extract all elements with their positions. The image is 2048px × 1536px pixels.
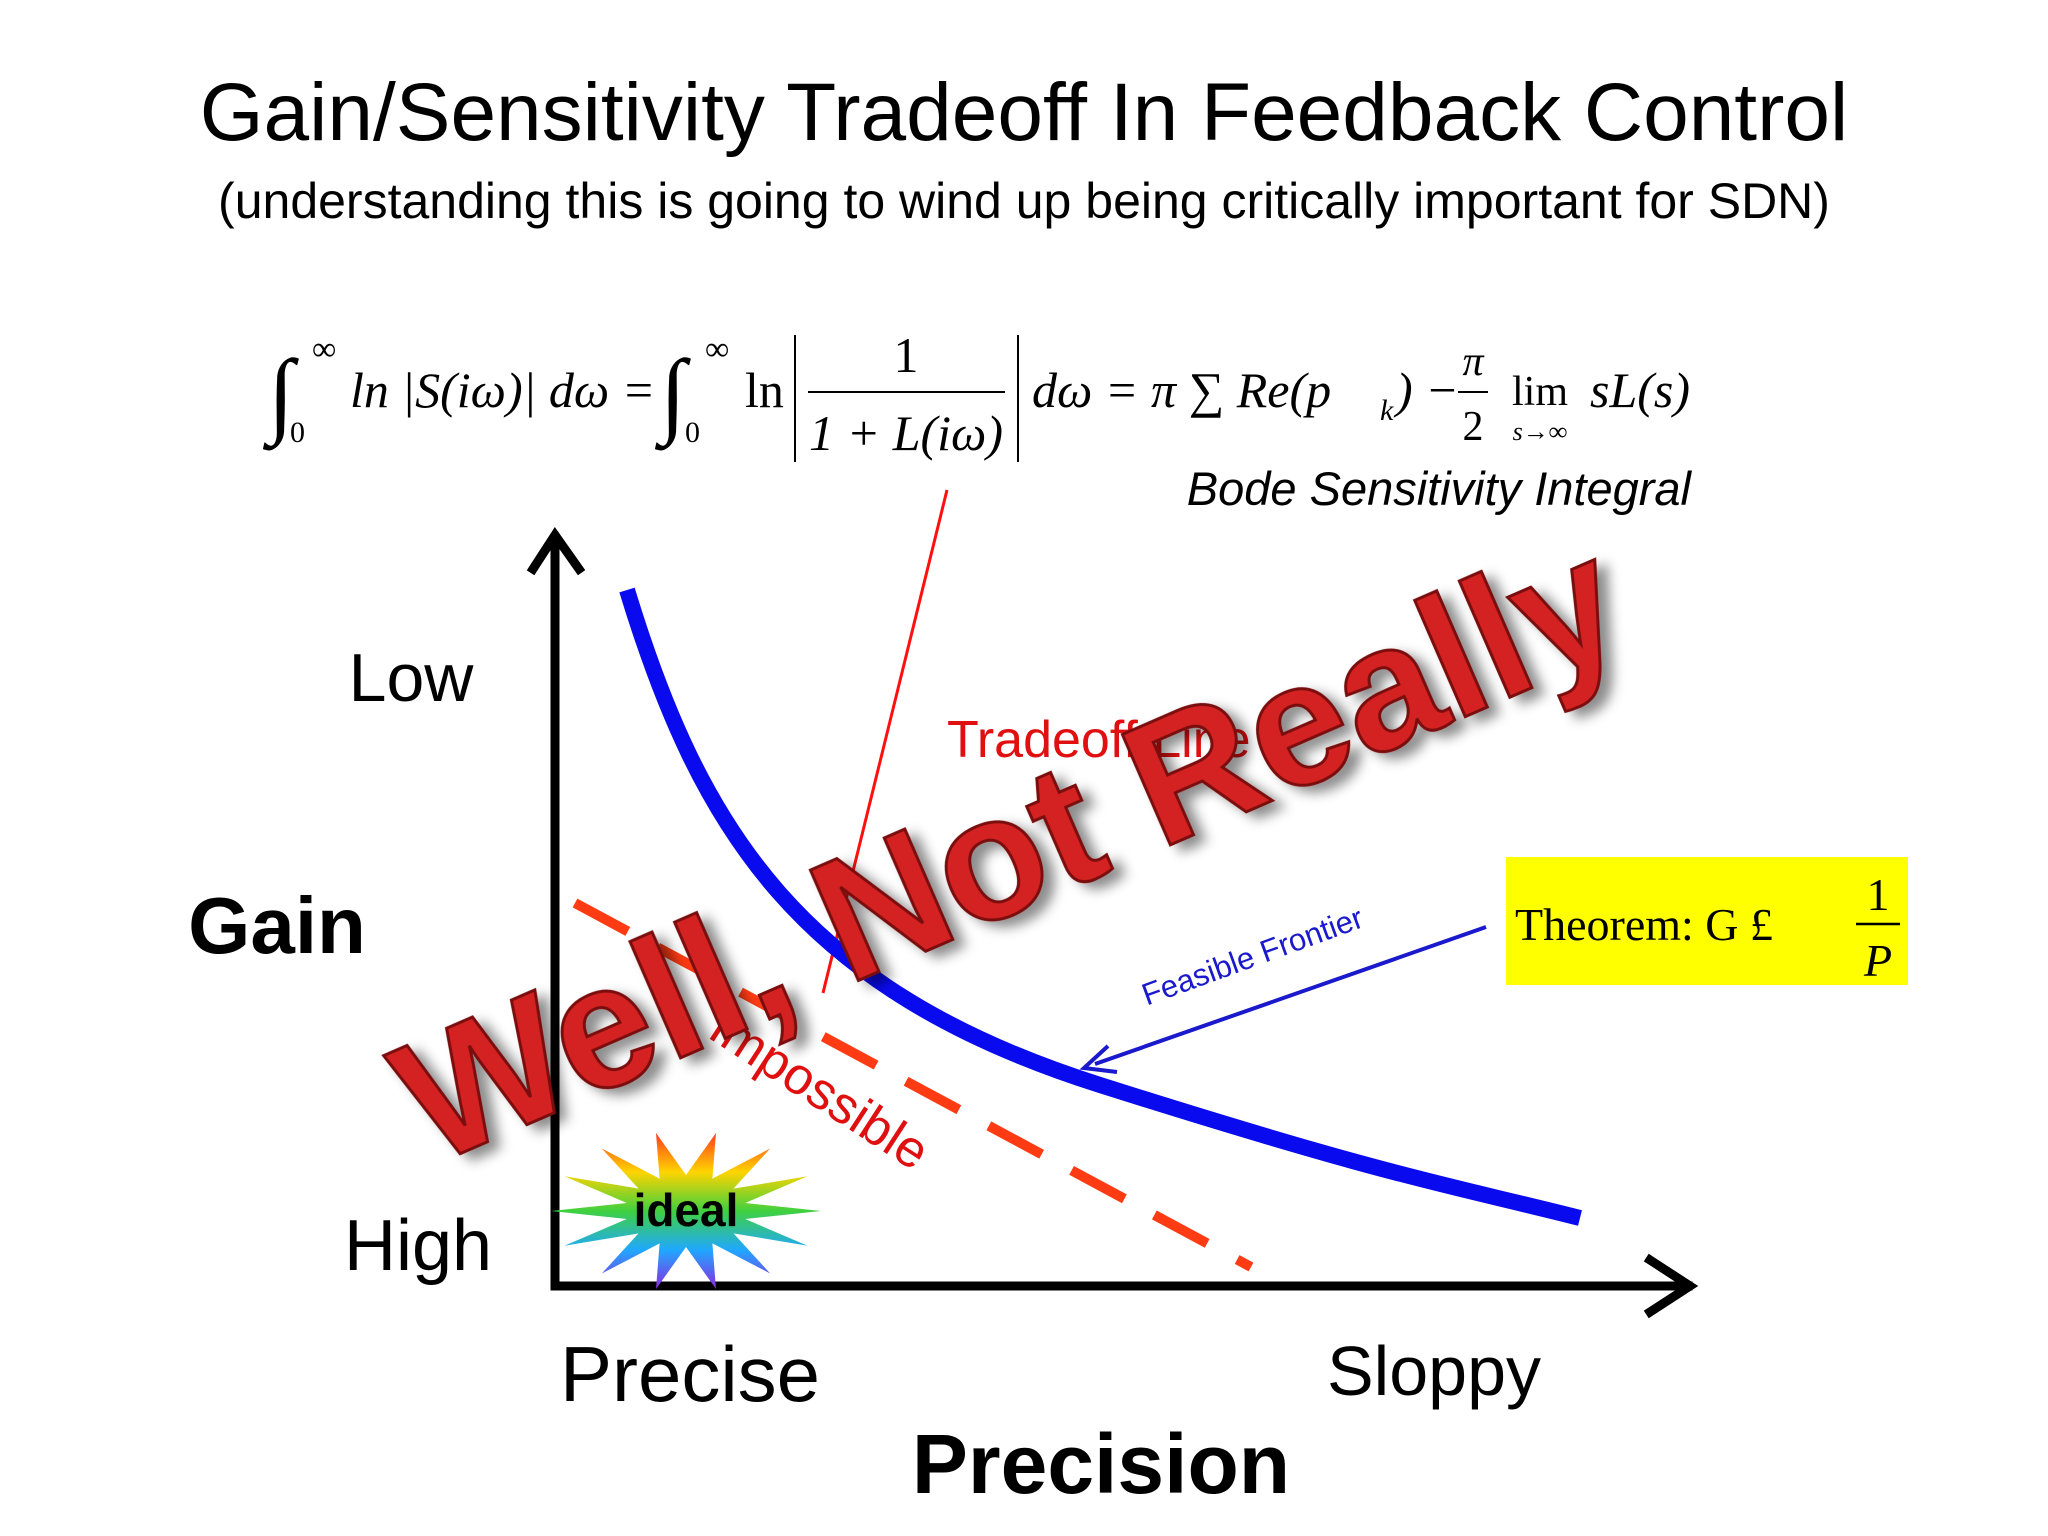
- arrow-head: [1079, 1044, 1118, 1074]
- x-left-label: Precise: [560, 1330, 820, 1418]
- feasible-frontier-curve: [619, 587, 1582, 1226]
- x-axis-label: Precision: [912, 1417, 1290, 1511]
- tradeoff-label: Tradeoff Line: [947, 711, 1251, 769]
- equation-part: 1 + L(iω): [809, 405, 1003, 461]
- y-top-label: Low: [349, 640, 475, 716]
- x-right-label: Sloppy: [1327, 1332, 1541, 1410]
- equation-part: s→∞: [1513, 417, 1568, 446]
- tradeoff-line: [572, 898, 1254, 1272]
- subtitle: (understanding this is going to wind up …: [218, 173, 1830, 229]
- axes: [526, 526, 1699, 1319]
- equation-part: ∞: [705, 331, 729, 368]
- theorem-text: Theorem: G £: [1515, 899, 1773, 950]
- equation-part: ) −: [1393, 362, 1459, 418]
- equation-part: ∞: [312, 331, 336, 368]
- x-arrow: [1643, 1253, 1699, 1319]
- theorem-box: [1506, 857, 1908, 985]
- y-axis-label: Gain: [188, 881, 366, 970]
- equation-part: 0: [685, 416, 700, 449]
- equation-part: ∫: [263, 340, 299, 451]
- title: Gain/Sensitivity Tradeoff In Feedback Co…: [200, 67, 1848, 158]
- equation-part: k: [1380, 394, 1394, 427]
- y-arrow: [526, 526, 586, 576]
- arrow-line: [1094, 925, 1487, 1066]
- equation-part: ∫: [655, 340, 691, 451]
- ideal-starburst: [551, 1133, 821, 1289]
- equation-part: 0: [290, 416, 305, 449]
- equation-part: dω = π ∑ Re(p: [1032, 362, 1331, 418]
- equation-label: Bode Sensitivity Integral: [1187, 462, 1693, 515]
- equation-part: 2: [1463, 404, 1484, 450]
- pointer-line: [821, 489, 949, 994]
- equation-part: ln: [745, 362, 784, 418]
- y-bottom-label: High: [344, 1206, 492, 1286]
- equation-part: sL(s): [1590, 362, 1690, 418]
- theorem-numerator: 1: [1867, 869, 1890, 920]
- theorem-denominator: P: [1863, 935, 1892, 986]
- equation-part: π: [1462, 339, 1484, 385]
- equation-part: 1: [894, 327, 919, 383]
- equation-part: lim: [1512, 369, 1568, 415]
- ideal-label: ideal: [634, 1184, 739, 1236]
- equation-part: ln |S(iω)| dω =: [350, 362, 655, 418]
